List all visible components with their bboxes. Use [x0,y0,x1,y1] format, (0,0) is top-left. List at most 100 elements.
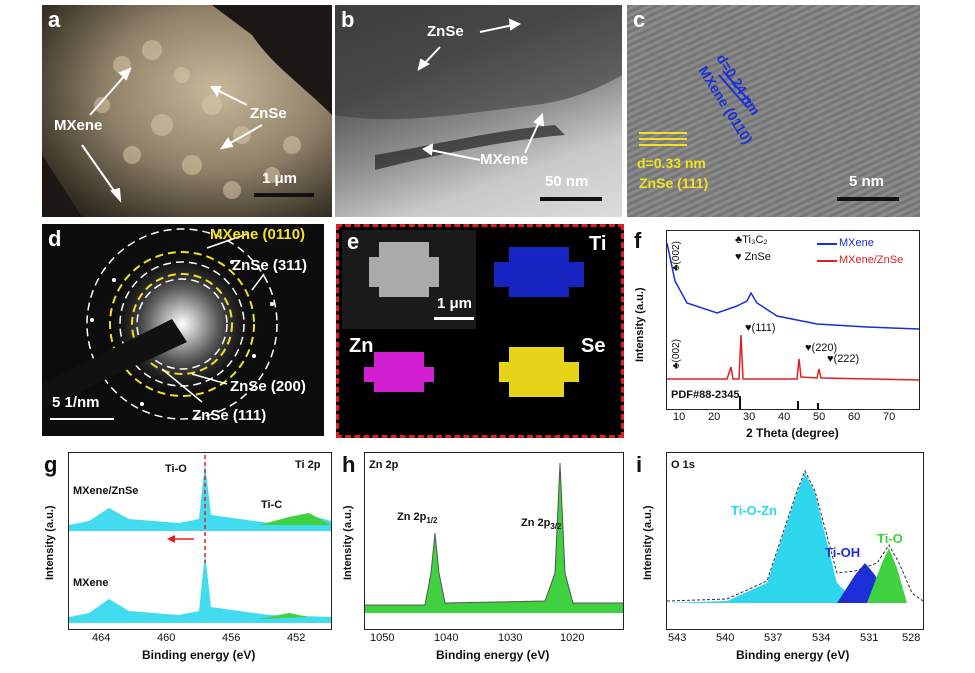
legend-mxene-znse: MXene/ZnSe [839,254,904,266]
peak-002-composite: ♣(002) [671,339,682,369]
y-axis-title: Intensity (a.u.) [642,505,654,580]
lattice-markers [639,70,899,201]
x-tick: 456 [222,632,241,644]
panel-i-xps-o1s: i O 1s Ti-O-Zn Ti-OH Ti-O Intensity (a.u… [632,448,932,670]
x-tick: 528 [902,632,921,644]
panel-label: c [633,7,646,32]
annotation-znse: ZnSe [427,23,464,40]
panel-h-xps-zn2p: h Zn 2p Zn 2p1/2 Zn 2p3/2 Intensity (a.u… [338,448,628,670]
legend-mxene: MXene [839,237,874,249]
panel-a-sem: a MXene ZnSe 1 μm [42,5,332,217]
x-tick: 30 [743,411,756,423]
ring-znse-311: ZnSe (311) [232,257,308,274]
panel-c-hrtem: c d=0.24 nm MXene (0110) d=0.33 nm ZnSe … [627,5,920,217]
x-tick: 60 [848,411,861,423]
panel-label: e [347,229,360,254]
peak-zn-2p-three-half: Zn 2p3/2 [521,517,562,532]
x-tick: 20 [708,411,721,423]
map-label-ti: Ti [589,233,607,255]
peak-zn-2p-half: Zn 2p1/2 [397,511,438,526]
scale-bar-label: 5 nm [849,173,885,190]
map-label-zn: Zn [349,335,374,357]
x-tick: 543 [668,632,687,644]
ring-znse-200: ZnSe (200) [230,378,306,395]
scale-bar-label: 5 1/nm [52,394,100,411]
tem-texture [335,5,622,170]
sem-texture [42,5,332,217]
panel-f-xrd: f ♣(002) ♣(002) ♣Ti₃C₂ ♥ ZnSe MXene MXen… [628,222,928,444]
scale-bar-label: 1 μm [437,295,473,312]
series-mxene-znse: MXene/ZnSe [73,485,139,497]
panel-g-xps-ti2p: g Ti 2p MXene/ZnSe MXene Ti-O Ti-C Inten… [40,448,335,670]
spectrum-title: O 1s [671,459,695,471]
peak-ti-o: Ti-O [165,463,187,475]
panel-e-eds: e 1 μm Ti Zn Se [336,224,624,438]
xps-curves [666,469,924,603]
xps-curves [69,455,331,623]
plane-znse: ZnSe (111) [639,175,709,191]
x-tick: 70 [883,411,896,423]
x-axis-title: Binding energy (eV) [436,648,550,662]
xrd-plot-area: ♣(002) ♣(002) ♣Ti₃C₂ ♥ ZnSe MXene MXene/… [666,230,920,410]
ring-znse-111: ZnSe (111) [192,407,267,424]
peak-220: ♥(220) [805,342,838,354]
x-tick: 50 [813,411,826,423]
x-axis-title: 2 Theta (degree) [746,426,839,440]
annotation-arrows [81,67,314,203]
xrd-curves [666,242,920,409]
annotation-mxene: MXene [480,151,529,168]
x-tick: 1030 [498,632,523,644]
x-axis-title: Binding energy (eV) [736,648,850,662]
x-axis-title: Binding energy (eV) [142,648,256,662]
panel-label: i [636,452,643,477]
x-tick: 40 [778,411,791,423]
x-tick: 452 [287,632,306,644]
panel-label: h [342,452,356,477]
peak-ti-o: Ti-O [877,531,903,546]
panel-label: g [44,452,58,477]
annotation-znse: ZnSe [250,105,287,122]
x-tick: 1050 [370,632,395,644]
lattice-fringes [627,5,920,217]
panel-b-tem: b ZnSe MXene 50 nm [335,5,622,217]
panel-label: a [48,7,61,32]
spectrum-title: Zn 2p [369,459,399,471]
peak-002-mxene: ♣(002) [671,241,682,271]
peak-ti-o-zn: Ti-O-Zn [731,503,777,518]
peak-ti-oh: Ti-OH [825,545,861,560]
map-label-se: Se [581,335,606,357]
x-tick: 534 [812,632,831,644]
x-tick: 464 [92,632,111,644]
series-mxene: MXene [73,577,109,589]
y-axis-title: Intensity (a.u.) [44,505,56,580]
key-ti3c2: ♣Ti₃C₂ [735,234,768,246]
annotation-arrows [417,18,602,201]
panel-label: d [48,226,62,251]
x-tick: 1040 [434,632,459,644]
x-tick: 537 [764,632,783,644]
d-spacing-znse: d=0.33 nm [637,155,706,171]
peak-111: ♥(111) [745,322,776,334]
key-znse: ♥ ZnSe [735,251,771,263]
pdf-card: PDF#88-2345 [671,389,740,401]
x-tick: 10 [673,411,686,423]
x-tick: 1020 [560,632,585,644]
panel-label: f [634,228,642,253]
y-axis-title: Intensity (a.u.) [634,287,646,362]
diffraction-pattern [42,228,278,420]
spectrum-title: Ti 2p [295,459,321,471]
panel-d-saed: d MXene (0110) ZnSe (311) ZnSe (200) ZnS… [42,224,324,436]
xps-plot-area: Ti 2p MXene/ZnSe MXene Ti-O Ti-C [68,452,332,630]
x-tick: 531 [860,632,879,644]
peak-222: ♥(222) [827,353,860,365]
xps-plot-area: O 1s Ti-O-Zn Ti-OH Ti-O [666,452,924,630]
peak-ti-c: Ti-C [261,499,283,511]
xps-curves [365,462,623,613]
eds-maps [342,230,618,432]
y-axis-title: Intensity (a.u.) [342,505,354,580]
xps-plot-area: Zn 2p Zn 2p1/2 Zn 2p3/2 [364,452,624,630]
scale-bar-label: 50 nm [545,173,589,190]
x-tick: 460 [157,632,176,644]
annotation-mxene: MXene [54,117,103,134]
x-tick: 540 [716,632,735,644]
